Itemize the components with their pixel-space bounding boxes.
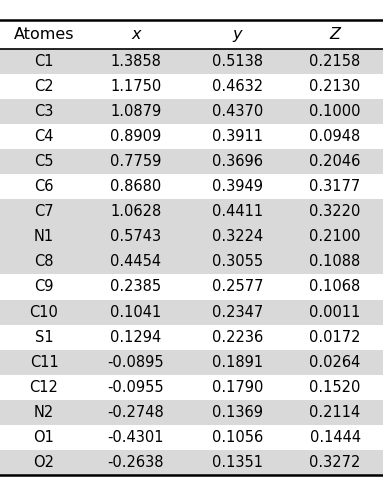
Text: 1.1750: 1.1750 [110, 78, 162, 94]
Text: Atomes: Atomes [14, 26, 74, 42]
Text: -0.2638: -0.2638 [108, 455, 164, 470]
Text: 0.4632: 0.4632 [212, 78, 263, 94]
Bar [0, 450, 383, 475]
Bar [0, 300, 383, 324]
Text: 0.4454: 0.4454 [110, 254, 162, 270]
Text: Z: Z [330, 26, 340, 42]
Text: C4: C4 [34, 129, 54, 144]
Text: C12: C12 [29, 380, 59, 395]
Text: C5: C5 [34, 154, 54, 169]
Text: 0.2385: 0.2385 [110, 280, 162, 294]
Text: 0.3272: 0.3272 [309, 455, 361, 470]
Bar [0, 400, 383, 425]
Text: 0.2130: 0.2130 [309, 78, 361, 94]
Text: S1: S1 [35, 330, 53, 344]
Text: 0.1068: 0.1068 [309, 280, 361, 294]
Text: 0.3911: 0.3911 [212, 129, 263, 144]
Text: 0.2236: 0.2236 [212, 330, 263, 344]
Text: 0.3177: 0.3177 [309, 179, 361, 194]
Text: 1.0628: 1.0628 [110, 204, 162, 219]
Text: 0.1790: 0.1790 [212, 380, 263, 395]
Text: C1: C1 [34, 54, 54, 68]
Text: 0.5138: 0.5138 [212, 54, 263, 68]
Bar [0, 425, 383, 450]
Text: 0.0948: 0.0948 [309, 129, 361, 144]
Text: C7: C7 [34, 204, 54, 219]
Bar [0, 74, 383, 98]
Text: 0.1294: 0.1294 [110, 330, 162, 344]
Text: 0.3055: 0.3055 [212, 254, 263, 270]
Text: 0.1369: 0.1369 [212, 405, 263, 420]
Text: C10: C10 [29, 304, 59, 320]
Text: C2: C2 [34, 78, 54, 94]
Text: -0.0955: -0.0955 [108, 380, 164, 395]
Text: O1: O1 [34, 430, 54, 445]
Text: 0.1891: 0.1891 [212, 355, 263, 370]
Bar [0, 20, 383, 48]
Bar [0, 350, 383, 375]
Text: C8: C8 [34, 254, 54, 270]
Text: 0.0011: 0.0011 [309, 304, 361, 320]
Text: 1.0879: 1.0879 [110, 104, 162, 119]
Text: 0.5743: 0.5743 [110, 230, 162, 244]
Text: -0.2748: -0.2748 [108, 405, 164, 420]
Bar [0, 149, 383, 174]
Text: C11: C11 [29, 355, 59, 370]
Text: O2: O2 [34, 455, 54, 470]
Text: 1.3858: 1.3858 [111, 54, 161, 68]
Text: 0.2347: 0.2347 [212, 304, 263, 320]
Text: 0.3220: 0.3220 [309, 204, 361, 219]
Bar [0, 250, 383, 274]
Text: 0.3224: 0.3224 [212, 230, 263, 244]
Text: -0.4301: -0.4301 [108, 430, 164, 445]
Bar [0, 224, 383, 250]
Bar [0, 324, 383, 349]
Bar [0, 375, 383, 400]
Bar [0, 199, 383, 224]
Text: 0.0172: 0.0172 [309, 330, 361, 344]
Text: 0.1444: 0.1444 [309, 430, 361, 445]
Text: 0.7759: 0.7759 [110, 154, 162, 169]
Text: 0.1000: 0.1000 [309, 104, 361, 119]
Text: -0.0895: -0.0895 [108, 355, 164, 370]
Text: C9: C9 [34, 280, 54, 294]
Text: 0.4370: 0.4370 [212, 104, 263, 119]
Bar [0, 124, 383, 149]
Text: 0.1056: 0.1056 [212, 430, 263, 445]
Text: 0.3949: 0.3949 [212, 179, 263, 194]
Bar [0, 98, 383, 124]
Text: 0.0264: 0.0264 [309, 355, 361, 370]
Text: 0.1041: 0.1041 [110, 304, 162, 320]
Text: 0.1088: 0.1088 [309, 254, 361, 270]
Text: y: y [233, 26, 242, 42]
Bar [0, 48, 383, 74]
Text: 0.2100: 0.2100 [309, 230, 361, 244]
Text: N2: N2 [34, 405, 54, 420]
Text: 0.1351: 0.1351 [212, 455, 263, 470]
Text: 0.2158: 0.2158 [309, 54, 361, 68]
Text: 0.2577: 0.2577 [212, 280, 263, 294]
Text: C3: C3 [34, 104, 54, 119]
Text: 0.8680: 0.8680 [110, 179, 162, 194]
Text: x: x [131, 26, 141, 42]
Text: 0.2046: 0.2046 [309, 154, 361, 169]
Bar [0, 174, 383, 199]
Text: 0.4411: 0.4411 [212, 204, 263, 219]
Text: C6: C6 [34, 179, 54, 194]
Bar [0, 274, 383, 299]
Text: N1: N1 [34, 230, 54, 244]
Text: 0.1520: 0.1520 [309, 380, 361, 395]
Text: 0.8909: 0.8909 [110, 129, 162, 144]
Text: 0.2114: 0.2114 [309, 405, 361, 420]
Text: 0.3696: 0.3696 [212, 154, 263, 169]
